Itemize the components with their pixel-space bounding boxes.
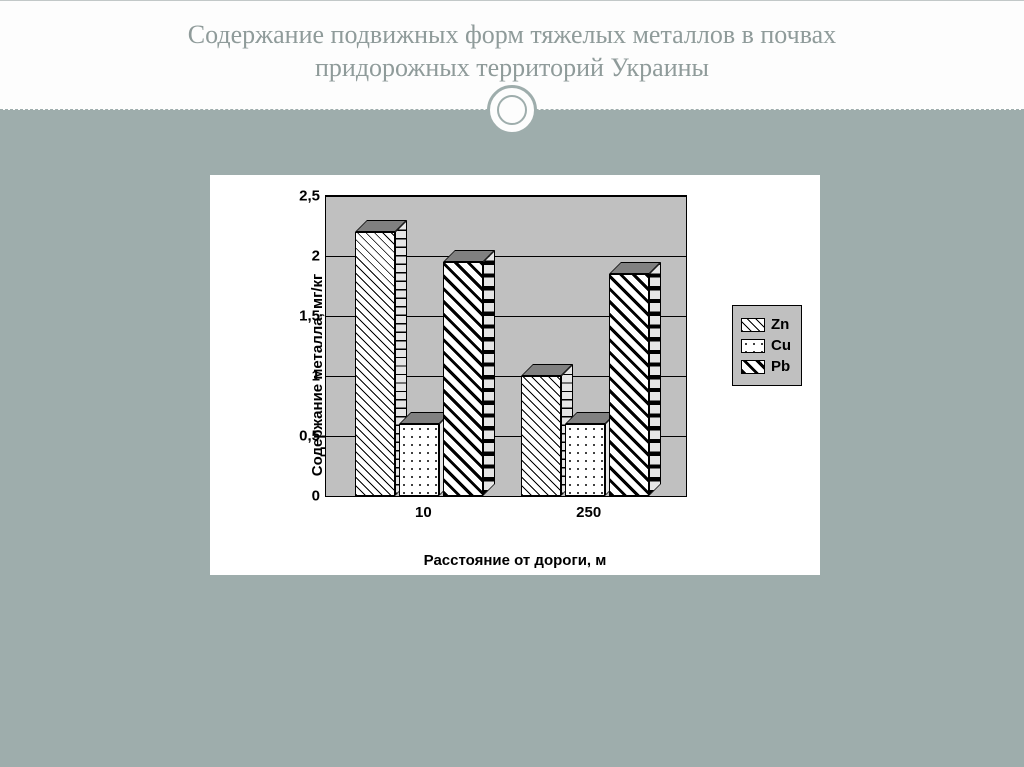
bar-zn-10	[355, 232, 395, 496]
legend-label-pb: Pb	[771, 358, 790, 375]
legend-swatch-cu	[741, 339, 765, 353]
x-tick-label: 250	[576, 496, 601, 521]
y-tick-label: 2,5	[299, 188, 326, 205]
y-tick-label: 0,5	[299, 428, 326, 445]
legend-item-pb: Pb	[741, 358, 791, 375]
bar-cu-250	[565, 424, 605, 496]
bar-pb-10	[443, 262, 483, 496]
bar-pb-250	[609, 274, 649, 496]
metal-content-chart: Содержание металла, мг/кг Расстояние от …	[210, 175, 820, 575]
x-axis-label: Расстояние от дороги, м	[210, 552, 820, 569]
x-tick-label: 10	[415, 496, 432, 521]
legend-label-zn: Zn	[771, 316, 789, 333]
legend-swatch-pb	[741, 360, 765, 374]
y-tick-label: 2	[312, 248, 326, 265]
legend-item-zn: Zn	[741, 316, 791, 333]
legend-swatch-zn	[741, 318, 765, 332]
y-tick-label: 0	[312, 488, 326, 505]
gridline	[326, 196, 686, 197]
y-tick-label: 1,5	[299, 308, 326, 325]
y-tick-label: 1	[312, 368, 326, 385]
slide: Содержание подвижных форм тяжелых металл…	[0, 0, 1024, 767]
slide-title-line1: Содержание подвижных форм тяжелых металл…	[188, 20, 836, 49]
slide-title-line2: придорожных территорий Украины	[0, 52, 1024, 85]
legend-label-cu: Cu	[771, 337, 791, 354]
plot-area: 00,511,522,510250	[325, 195, 687, 497]
legend-item-cu: Cu	[741, 337, 791, 354]
bar-zn-250	[521, 376, 561, 496]
bar-cu-10	[399, 424, 439, 496]
chart-legend: Zn Cu Pb	[732, 305, 802, 386]
title-ring-ornament	[487, 85, 537, 135]
